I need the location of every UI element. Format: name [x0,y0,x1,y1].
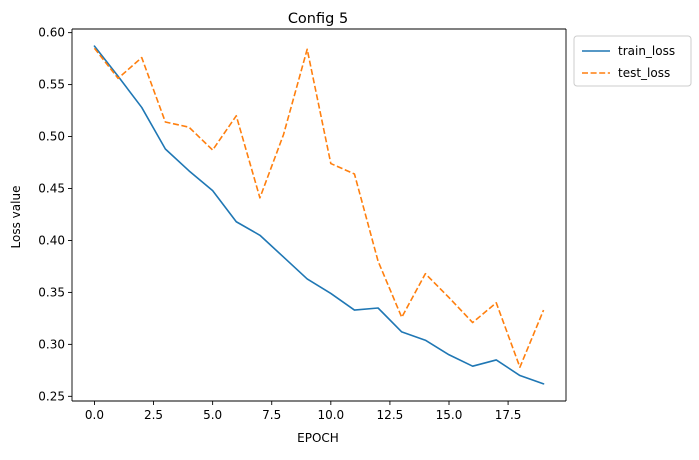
y-tick-label: 0.60 [38,26,65,40]
x-tick-label: 12.5 [377,408,404,422]
y-tick-label: 0.35 [38,285,65,299]
y-tick-label: 0.45 [38,182,65,196]
y-tick-label: 0.30 [38,337,65,351]
legend-label-train_loss: train_loss [618,44,675,58]
chart-title: Config 5 [288,11,348,27]
x-tick-label: 0.0 [85,408,104,422]
y-tick-label: 0.40 [38,233,65,247]
y-tick-label: 0.50 [38,130,65,144]
x-tick-label: 5.0 [203,408,222,422]
y-tick-label: 0.25 [38,389,65,403]
legend: train_loss test_loss [573,35,692,87]
x-tick-label: 17.5 [495,408,522,422]
plot-area [93,45,545,385]
x-tick-label: 2.5 [144,408,163,422]
legend-label-test_loss: test_loss [618,66,670,80]
x-axis-label: EPOCH [297,431,339,445]
series-line-train_loss [93,45,545,385]
x-tick-label: 15.0 [436,408,463,422]
series-line-test_loss [93,47,545,369]
y-axis-label: Loss value [9,186,23,249]
axes: 0.0 2.5 5.0 7.5 10.0 12.5 15.0 17.5 0.25 0.30 0.35… [38,26,567,422]
x-tick-label: 7.5 [262,408,281,422]
y-tick-label: 0.55 [38,78,65,92]
x-tick-label: 10.0 [317,408,344,422]
